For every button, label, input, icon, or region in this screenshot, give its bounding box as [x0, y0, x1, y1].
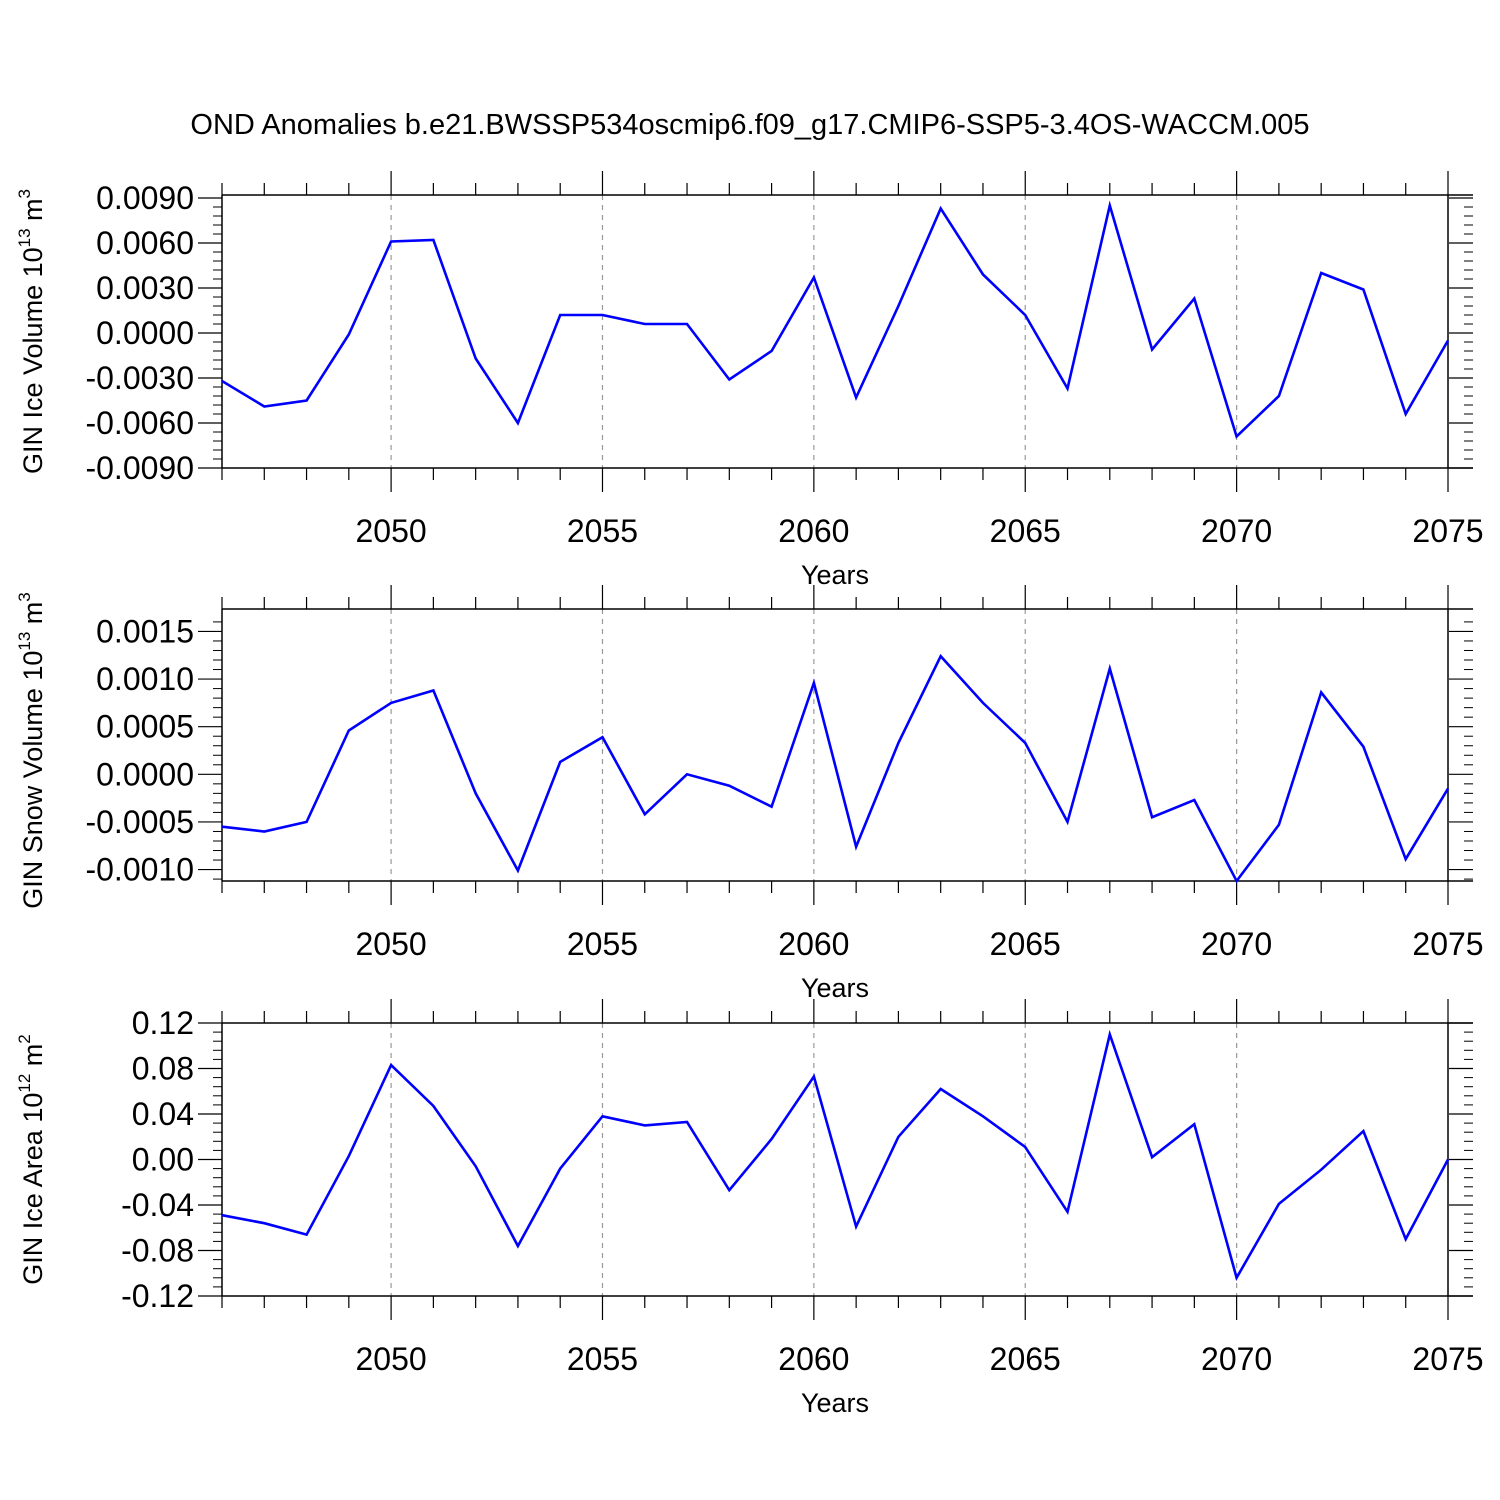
y-tick-label: -0.08 — [121, 1233, 194, 1269]
y-tick-label: -0.0010 — [85, 852, 194, 888]
x-tick-label: 2070 — [1201, 926, 1272, 962]
x-tick-label: 2055 — [567, 1341, 638, 1377]
x-axis-label: Years — [801, 1388, 869, 1418]
y-tick-label: 0.0060 — [96, 225, 194, 261]
y-tick-label: 0.04 — [132, 1096, 194, 1132]
x-tick-label: 2055 — [567, 513, 638, 549]
x-tick-label: 2065 — [990, 1341, 1061, 1377]
y-tick-label: -0.0030 — [85, 360, 194, 396]
x-tick-label: 2075 — [1412, 926, 1483, 962]
y-tick-label: 0.0000 — [96, 315, 194, 351]
chart-panel-2: 2050 2055 2060 2065 2070 2075 -0.0010 -0.0005 0.… — [15, 585, 1484, 1003]
series-line-gin-ice-volume — [221, 200, 1450, 439]
x-axis-label: Years — [801, 973, 869, 1003]
x-tick-label: 2060 — [778, 926, 849, 962]
y-tick-label: 0.12 — [132, 1005, 194, 1041]
series-line-gin-ice-area — [221, 1029, 1450, 1282]
y-tick-label: 0.0030 — [96, 270, 194, 306]
x-tick-label: 2050 — [356, 926, 427, 962]
x-axis-label: Years — [801, 560, 869, 590]
y-tick-label: 0.0090 — [96, 180, 194, 216]
y-tick-label: -0.04 — [121, 1187, 194, 1223]
figure-title: OND Anomalies b.e21.BWSSP534oscmip6.f09_… — [190, 109, 1309, 141]
y-tick-label: 0.0015 — [96, 613, 194, 649]
chart-panel-1: 2050 2055 2060 2065 2070 2075 -0.0090 -0.0060 -0… — [15, 171, 1484, 590]
x-tick-label: 2060 — [778, 1341, 849, 1377]
chart-panel-3: 2050 2055 2060 2065 2070 2075 -0.12 -0.08 -0.04 0… — [15, 999, 1484, 1418]
y-axis-label: GIN Ice Area 1012 m2 — [15, 1034, 48, 1285]
y-axis-label: GIN Snow Volume 1013 m3 — [15, 592, 48, 909]
y-tick-label: -0.0005 — [85, 804, 194, 840]
x-tick-label: 2055 — [567, 926, 638, 962]
y-tick-label: 0.0010 — [96, 661, 194, 697]
y-tick-label: 0.08 — [132, 1051, 194, 1087]
x-tick-label: 2060 — [778, 513, 849, 549]
y-tick-label: -0.12 — [121, 1278, 194, 1314]
y-axis-label: GIN Ice Volume 1013 m3 — [15, 189, 48, 474]
y-tick-label: 0.00 — [132, 1142, 194, 1178]
y-tick-label: -0.0060 — [85, 405, 194, 441]
x-tick-label: 2050 — [356, 513, 427, 549]
series-line-gin-snow-volume — [221, 653, 1450, 884]
x-tick-label: 2075 — [1412, 513, 1483, 549]
x-tick-label: 2075 — [1412, 1341, 1483, 1377]
x-tick-label: 2065 — [990, 926, 1061, 962]
x-tick-label: 2070 — [1201, 1341, 1272, 1377]
y-tick-label: -0.0090 — [85, 450, 194, 486]
y-tick-label: 0.0000 — [96, 756, 194, 792]
y-tick-label: 0.0005 — [96, 709, 194, 745]
x-tick-label: 2065 — [990, 513, 1061, 549]
x-tick-label: 2070 — [1201, 513, 1272, 549]
x-tick-label: 2050 — [356, 1341, 427, 1377]
